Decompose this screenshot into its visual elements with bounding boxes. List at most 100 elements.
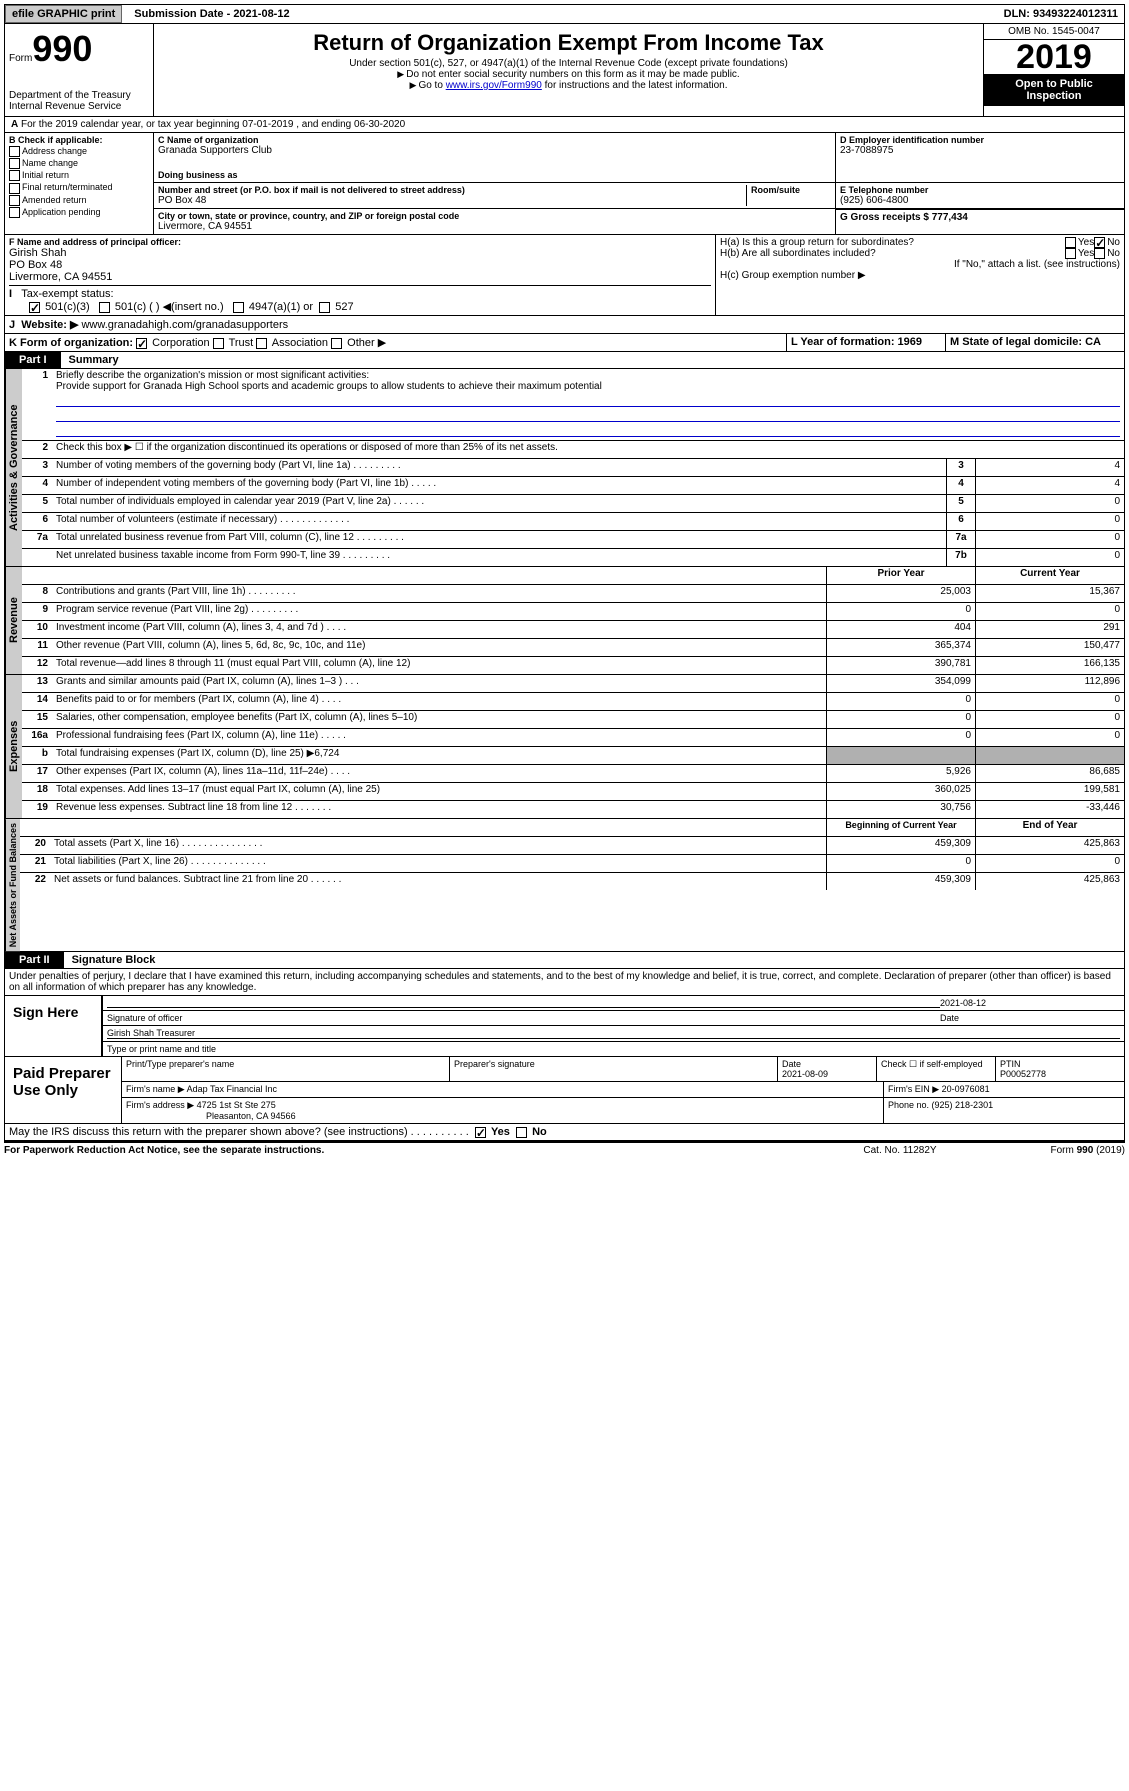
sections-k-l-m: K Form of organization: Corporation Trus… <box>4 334 1125 352</box>
table-row: 18Total expenses. Add lines 13–17 (must … <box>22 783 1124 801</box>
officer-name-title: Girish Shah Treasurer <box>107 1028 1120 1039</box>
subtitle-3: Go to www.irs.gov/Form990 for instructio… <box>158 80 979 91</box>
501c-checkbox[interactable]: 501(c) ( ) ◀(insert no.) <box>99 301 224 313</box>
table-row: 22Net assets or fund balances. Subtract … <box>20 873 1124 890</box>
subtitle-2: Do not enter social security numbers on … <box>158 69 979 80</box>
submission-date: Submission Date - 2021-08-12 <box>126 6 297 22</box>
table-row: 7aTotal unrelated business revenue from … <box>22 531 1124 549</box>
perjury-text: Under penalties of perjury, I declare th… <box>4 969 1125 996</box>
table-row: bTotal fundraising expenses (Part IX, co… <box>22 747 1124 765</box>
sign-here-block: Sign Here 2021-08-12 Signature of office… <box>4 996 1125 1057</box>
table-row: 11Other revenue (Part VIII, column (A), … <box>22 639 1124 657</box>
expenses-tab: Expenses <box>5 675 22 818</box>
officer-addr: PO Box 48 <box>9 259 711 271</box>
table-row: 6Total number of volunteers (estimate if… <box>22 513 1124 531</box>
irs-link[interactable]: www.irs.gov/Form990 <box>446 80 542 91</box>
hb-yes[interactable]: Yes <box>1065 248 1094 259</box>
state-domicile: M State of legal domicile: CA <box>946 334 1124 351</box>
section-b: B Check if applicable: Address change Na… <box>5 133 154 234</box>
self-employed-check[interactable]: Check ☐ if self-employed <box>877 1057 996 1081</box>
telephone: (925) 606-4800 <box>840 195 1120 206</box>
discuss-yes[interactable]: Yes <box>475 1126 510 1138</box>
paid-preparer-block: Paid Preparer Use Only Print/Type prepar… <box>4 1057 1125 1124</box>
table-row: 10Investment income (Part VIII, column (… <box>22 621 1124 639</box>
cat-no: Cat. No. 11282Y <box>825 1145 975 1156</box>
gross-receipts: G Gross receipts $ 777,434 <box>840 212 1120 223</box>
efile-print-button[interactable]: efile GRAPHIC print <box>5 5 122 23</box>
table-row: Net unrelated business taxable income fr… <box>22 549 1124 566</box>
public-inspection: Open to Public Inspection <box>984 74 1124 106</box>
501c3-checkbox[interactable]: 501(c)(3) <box>29 301 90 313</box>
part1-header: Part ISummary <box>4 352 1125 369</box>
netassets-table: Net Assets or Fund Balances Beginning of… <box>4 819 1125 952</box>
website: www.granadahigh.com/granadasupporters <box>81 319 288 331</box>
mission-text: Provide support for Granada High School … <box>56 381 602 392</box>
ptin: P00052778 <box>1000 1069 1046 1079</box>
hc-group-exemption: H(c) Group exemption number ▶ <box>720 270 1120 281</box>
app-pending-checkbox[interactable]: Application pending <box>9 207 149 218</box>
main-info: B Check if applicable: Address change Na… <box>4 133 1125 235</box>
dln-number: DLN: 93493224012311 <box>998 6 1124 22</box>
table-row: 20Total assets (Part X, line 16) . . . .… <box>20 837 1124 855</box>
ha-no[interactable]: No <box>1094 237 1120 248</box>
final-return-checkbox[interactable]: Final return/terminated <box>9 182 149 193</box>
table-row: 14Benefits paid to or for members (Part … <box>22 693 1124 711</box>
org-name: Granada Supporters Club <box>158 145 831 156</box>
table-row: 15Salaries, other compensation, employee… <box>22 711 1124 729</box>
name-change-checkbox[interactable]: Name change <box>9 158 149 169</box>
other-checkbox[interactable]: Other ▶ <box>331 337 386 349</box>
table-row: 3Number of voting members of the governi… <box>22 459 1124 477</box>
form-ref: Form 990 (2019) <box>975 1145 1125 1156</box>
discuss-row: May the IRS discuss this return with the… <box>4 1124 1125 1141</box>
table-row: 5Total number of individuals employed in… <box>22 495 1124 513</box>
table-row: 19Revenue less expenses. Subtract line 1… <box>22 801 1124 818</box>
section-j: J Website: ▶ www.granadahigh.com/granada… <box>4 316 1125 334</box>
table-row: 17Other expenses (Part IX, column (A), l… <box>22 765 1124 783</box>
governance-table: Activities & Governance 1Briefly describ… <box>4 369 1125 567</box>
table-row: 9Program service revenue (Part VIII, lin… <box>22 603 1124 621</box>
addr-change-checkbox[interactable]: Address change <box>9 146 149 157</box>
ha-yes[interactable]: Yes <box>1065 237 1094 248</box>
discuss-no[interactable]: No <box>516 1126 547 1138</box>
top-toolbar: efile GRAPHIC print Submission Date - 20… <box>4 4 1125 24</box>
firm-name: Adap Tax Financial Inc <box>187 1084 277 1094</box>
amended-checkbox[interactable]: Amended return <box>9 195 149 206</box>
street-address: PO Box 48 <box>158 195 746 206</box>
part2-header: Part IISignature Block <box>4 952 1125 969</box>
table-row: 4Number of independent voting members of… <box>22 477 1124 495</box>
footer: For Paperwork Reduction Act Notice, see … <box>4 1141 1125 1158</box>
firm-city: Pleasanton, CA 94566 <box>206 1111 296 1121</box>
netassets-tab: Net Assets or Fund Balances <box>5 819 20 951</box>
year-formation: L Year of formation: 1969 <box>787 334 946 351</box>
governance-tab: Activities & Governance <box>5 369 22 566</box>
tax-period: For the 2019 calendar year, or tax year … <box>21 119 405 130</box>
table-row: 16aProfessional fundraising fees (Part I… <box>22 729 1124 747</box>
prep-date: 2021-08-09 <box>782 1069 828 1079</box>
form-title: Return of Organization Exempt From Incom… <box>158 30 979 56</box>
section-c: C Name of organization Granada Supporter… <box>154 133 1124 234</box>
paperwork-notice: For Paperwork Reduction Act Notice, see … <box>4 1145 825 1156</box>
corp-checkbox[interactable]: Corporation <box>136 337 210 349</box>
sign-date: 2021-08-12 <box>940 998 986 1008</box>
assoc-checkbox[interactable]: Association <box>256 337 328 349</box>
firm-ein: Firm's EIN ▶ 20-0976081 <box>884 1082 1124 1097</box>
initial-return-checkbox[interactable]: Initial return <box>9 170 149 181</box>
firm-addr: 4725 1st St Ste 275 <box>197 1100 276 1110</box>
527-checkbox[interactable]: 527 <box>319 301 353 313</box>
firm-phone: Phone no. (925) 218-2301 <box>884 1098 1124 1123</box>
form-number: Form990 <box>9 28 149 70</box>
city-state-zip: Livermore, CA 94551 <box>158 221 831 232</box>
revenue-tab: Revenue <box>5 567 22 674</box>
table-row: 13Grants and similar amounts paid (Part … <box>22 675 1124 693</box>
form-header: Form990 Department of the Treasury Inter… <box>4 24 1125 117</box>
table-row: 8Contributions and grants (Part VIII, li… <box>22 585 1124 603</box>
dept-treasury: Department of the Treasury Internal Reve… <box>9 90 149 112</box>
trust-checkbox[interactable]: Trust <box>213 337 254 349</box>
hb-note: If "No," attach a list. (see instruction… <box>720 259 1120 270</box>
4947-checkbox[interactable]: 4947(a)(1) or <box>233 301 313 313</box>
officer-city: Livermore, CA 94551 <box>9 271 711 283</box>
sections-f-h: F Name and address of principal officer:… <box>4 235 1125 316</box>
ein: 23-7088975 <box>840 145 1120 156</box>
subtitle-1: Under section 501(c), 527, or 4947(a)(1)… <box>158 58 979 69</box>
officer-name: Girish Shah <box>9 247 711 259</box>
